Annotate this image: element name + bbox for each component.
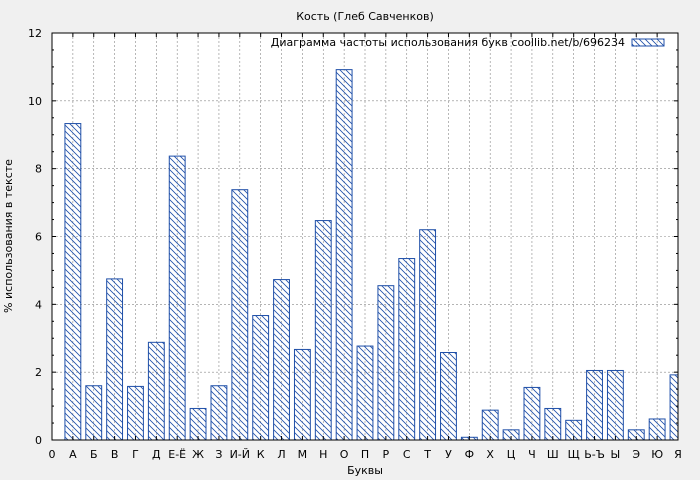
bar-У [440, 351, 457, 441]
x-tick-label: Л [277, 448, 285, 461]
x-tick-label: Э [632, 448, 640, 461]
x-tick-label: С [403, 448, 411, 461]
x-tick-label: Ю [651, 448, 663, 461]
legend-swatch [631, 38, 665, 47]
bar-Ш [544, 407, 562, 441]
bar-Л [273, 279, 290, 441]
bar-Н [314, 220, 332, 441]
x-tick-label: Г [132, 448, 139, 461]
x-tick-label: А [69, 448, 77, 461]
y-axis-label: % использования в тексте [2, 159, 15, 313]
bar-Р [377, 285, 395, 441]
bar-Ч [523, 386, 541, 441]
chart-title: Кость (Глеб Савченков) [296, 10, 434, 23]
bar-Я [669, 374, 679, 441]
x-tick-label: Х [486, 448, 494, 461]
y-tick-label: 8 [35, 163, 42, 176]
y-tick-label: 4 [35, 298, 42, 311]
x-tick-label: М [298, 448, 308, 461]
x-tick-label: Р [383, 448, 390, 461]
y-ticks: 0 2 4 6 8 10 12 [28, 27, 678, 447]
x-ticks: 0 А Б В Г Д Е-Ё Ж З И-Й К Л М Н О П Р С Т У Ф Х Ц Ч Ш Щ Ь-Ъ Ы Э Ю Я [49, 33, 682, 461]
bar-П [356, 345, 374, 441]
bar-Ж [189, 407, 207, 441]
x-tick-label: И-Й [230, 448, 250, 461]
bar-З [210, 385, 228, 441]
y-tick-label: 6 [35, 231, 42, 244]
bar-Т [419, 229, 437, 441]
x-tick-label: О [340, 448, 349, 461]
y-tick-label: 10 [28, 95, 42, 108]
x-tick-label: У [445, 448, 452, 461]
x-tick-label: П [361, 448, 369, 461]
x-tick-label: В [111, 448, 119, 461]
x-tick-label: Щ [568, 448, 580, 461]
x-tick-label: Ц [507, 448, 516, 461]
bar-Б [85, 385, 103, 441]
x-axis-label: Буквы [347, 464, 383, 477]
bar-В [106, 278, 124, 441]
bar-Д [147, 341, 165, 441]
x-tick-label: Д [152, 448, 161, 461]
x-tick-label: Ж [192, 448, 204, 461]
bar-А [64, 123, 82, 441]
x-tick-label: З [215, 448, 222, 461]
bar-К [252, 315, 270, 441]
legend-label: Диаграмма частоты использования букв coo… [271, 36, 625, 49]
x-tick-label: Е-Ё [168, 448, 186, 461]
x-tick-label: 0 [49, 448, 56, 461]
x-tick-label: Ы [611, 448, 621, 461]
x-tick-label: Б [90, 448, 98, 461]
bar-Х [481, 409, 499, 441]
y-tick-label: 2 [35, 366, 42, 379]
y-tick-label: 0 [35, 434, 42, 447]
bar-Ь-Ъ [586, 369, 603, 441]
x-tick-label: Ш [547, 448, 559, 461]
y-tick-label: 12 [28, 27, 42, 40]
bar-Е-Ё [168, 155, 186, 441]
x-tick-label: Ч [528, 448, 536, 461]
x-tick-label: Т [423, 448, 431, 461]
bar-И-Й [231, 189, 249, 441]
bar-С [398, 258, 416, 441]
bar-М [293, 348, 311, 441]
x-tick-label: Н [319, 448, 327, 461]
legend: Диаграмма частоты использования букв coo… [271, 36, 665, 49]
bar-Г [127, 385, 144, 441]
x-tick-label: Ь-Ъ [584, 448, 605, 461]
bar-Ы [606, 369, 624, 441]
x-tick-label: К [257, 448, 265, 461]
x-tick-label: Я [674, 448, 682, 461]
x-tick-label: Ф [465, 448, 474, 461]
bar-О [335, 69, 353, 441]
